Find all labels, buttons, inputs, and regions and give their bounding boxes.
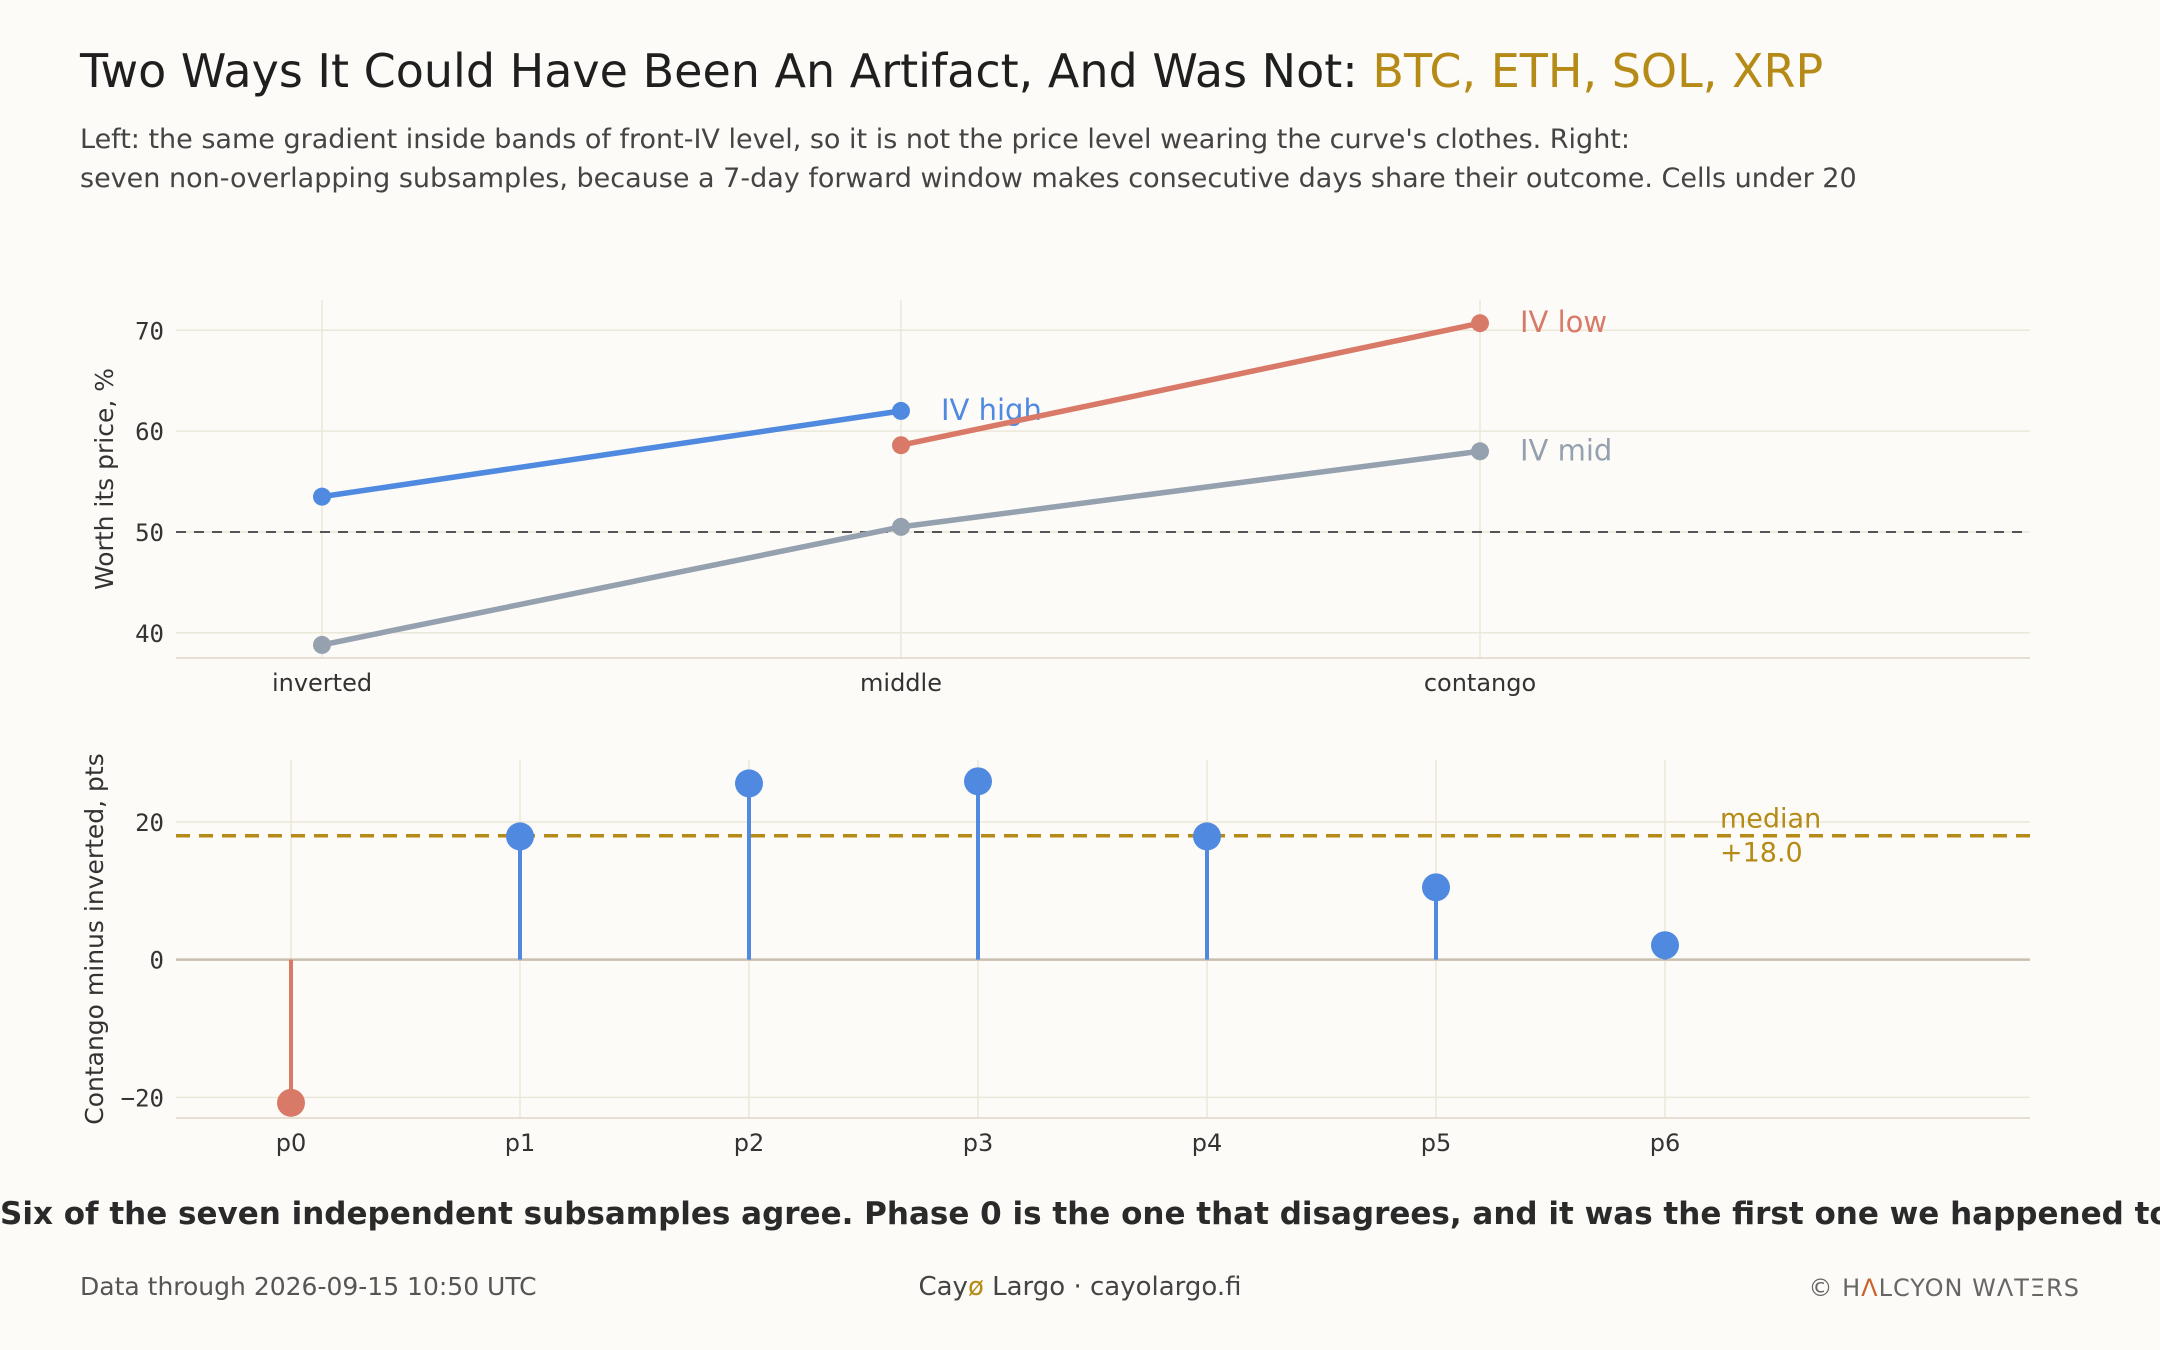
conclusion-text: Six of the seven independent subsamples … [0, 1196, 2160, 1232]
subtitle-line-2: seven non-overlapping subsamples, becaus… [80, 163, 1857, 194]
lollipop-head-p1 [506, 822, 534, 851]
series-point-iv-mid-middle [892, 517, 910, 536]
bottom-xtick-p6: p6 [1650, 1129, 1681, 1157]
brand-credit: Cayø Largo · cayolargo.fi [0, 1272, 2160, 1302]
series-point-iv-mid-inverted [313, 635, 331, 654]
bottom-ytick-20: 20 [135, 809, 164, 837]
copyright-accent: Λ [1861, 1274, 1879, 1302]
lollipop-head-p2 [735, 769, 763, 798]
series-point-iv-mid-contango [1471, 442, 1489, 461]
top-ytick-70: 70 [135, 317, 164, 345]
subsamples-panel: −20 0 20 median+18.0 p0 p1 p2 p3 p4 p5 p6 Contango … [80, 753, 2030, 1157]
series-point-iv-low-middle [892, 436, 910, 455]
bottom-ytick-0: 0 [150, 947, 164, 975]
copyright-prefix: © H [1808, 1274, 1862, 1302]
series-point-iv-high-inverted [313, 487, 331, 506]
series-label-iv-low: IV low [1520, 305, 1607, 339]
lollipop-head-p3 [964, 767, 992, 796]
series-point-iv-low-contango [1471, 314, 1489, 333]
bottom-xtick-p1: p1 [505, 1129, 536, 1157]
lollipop-head-p4 [1193, 822, 1221, 851]
copyright-suffix: LCYON WΛTΞRS [1878, 1274, 2080, 1302]
bottom-xtick-p0: p0 [276, 1129, 307, 1157]
top-xtick-middle: middle [860, 669, 942, 697]
bottom-xtick-p4: p4 [1192, 1129, 1223, 1157]
lollipop-head-p6 [1651, 931, 1679, 960]
title-highlight: BTC, ETH, SOL, XRP [1372, 44, 1824, 98]
iv-bands-panel: 40 50 60 70 inverted middle contango Worth its … [90, 300, 2030, 697]
chart-subtitle: Left: the same gradient inside bands of … [80, 120, 2080, 198]
copyright-logo: © HΛLCYON WΛTΞRS [1808, 1274, 2080, 1302]
bottom-xtick-p5: p5 [1421, 1129, 1452, 1157]
lollipop-head-p0 [277, 1088, 305, 1117]
top-ylabel: Worth its price, % [90, 368, 119, 590]
top-ytick-50: 50 [135, 519, 164, 547]
top-ytick-40: 40 [135, 620, 164, 648]
top-ytick-60: 60 [135, 418, 164, 446]
series-line-iv-high [319, 408, 904, 500]
top-xtick-contango: contango [1424, 669, 1536, 697]
bottom-xtick-p2: p2 [734, 1129, 765, 1157]
bottom-ytick--20: −20 [121, 1084, 164, 1112]
lollipop-head-p5 [1422, 873, 1450, 902]
series-point-iv-high-middle [892, 401, 910, 420]
median-label-line-1: median [1720, 804, 1821, 835]
series-label-iv-high: IV high [941, 393, 1042, 427]
data-timestamp: Data through 2026-09-15 10:50 UTC [80, 1272, 537, 1301]
brand-o: ø [967, 1272, 984, 1302]
brand-part-1: Cay [918, 1272, 968, 1302]
brand-part-2: Largo · cayolargo.fi [983, 1272, 1242, 1302]
bottom-xtick-p3: p3 [963, 1129, 994, 1157]
series-line-iv-low [898, 320, 1483, 448]
chart-title: Two Ways It Could Have Been An Artifact,… [80, 44, 1823, 98]
subtitle-line-1: Left: the same gradient inside bands of … [80, 124, 1630, 155]
bottom-ylabel: Contango minus inverted, pts [80, 753, 109, 1125]
series-label-iv-mid: IV mid [1520, 433, 1612, 467]
top-xtick-inverted: inverted [272, 669, 372, 697]
title-main: Two Ways It Could Have Been An Artifact,… [80, 44, 1373, 98]
median-label-line-2: +18.0 [1720, 838, 1803, 869]
